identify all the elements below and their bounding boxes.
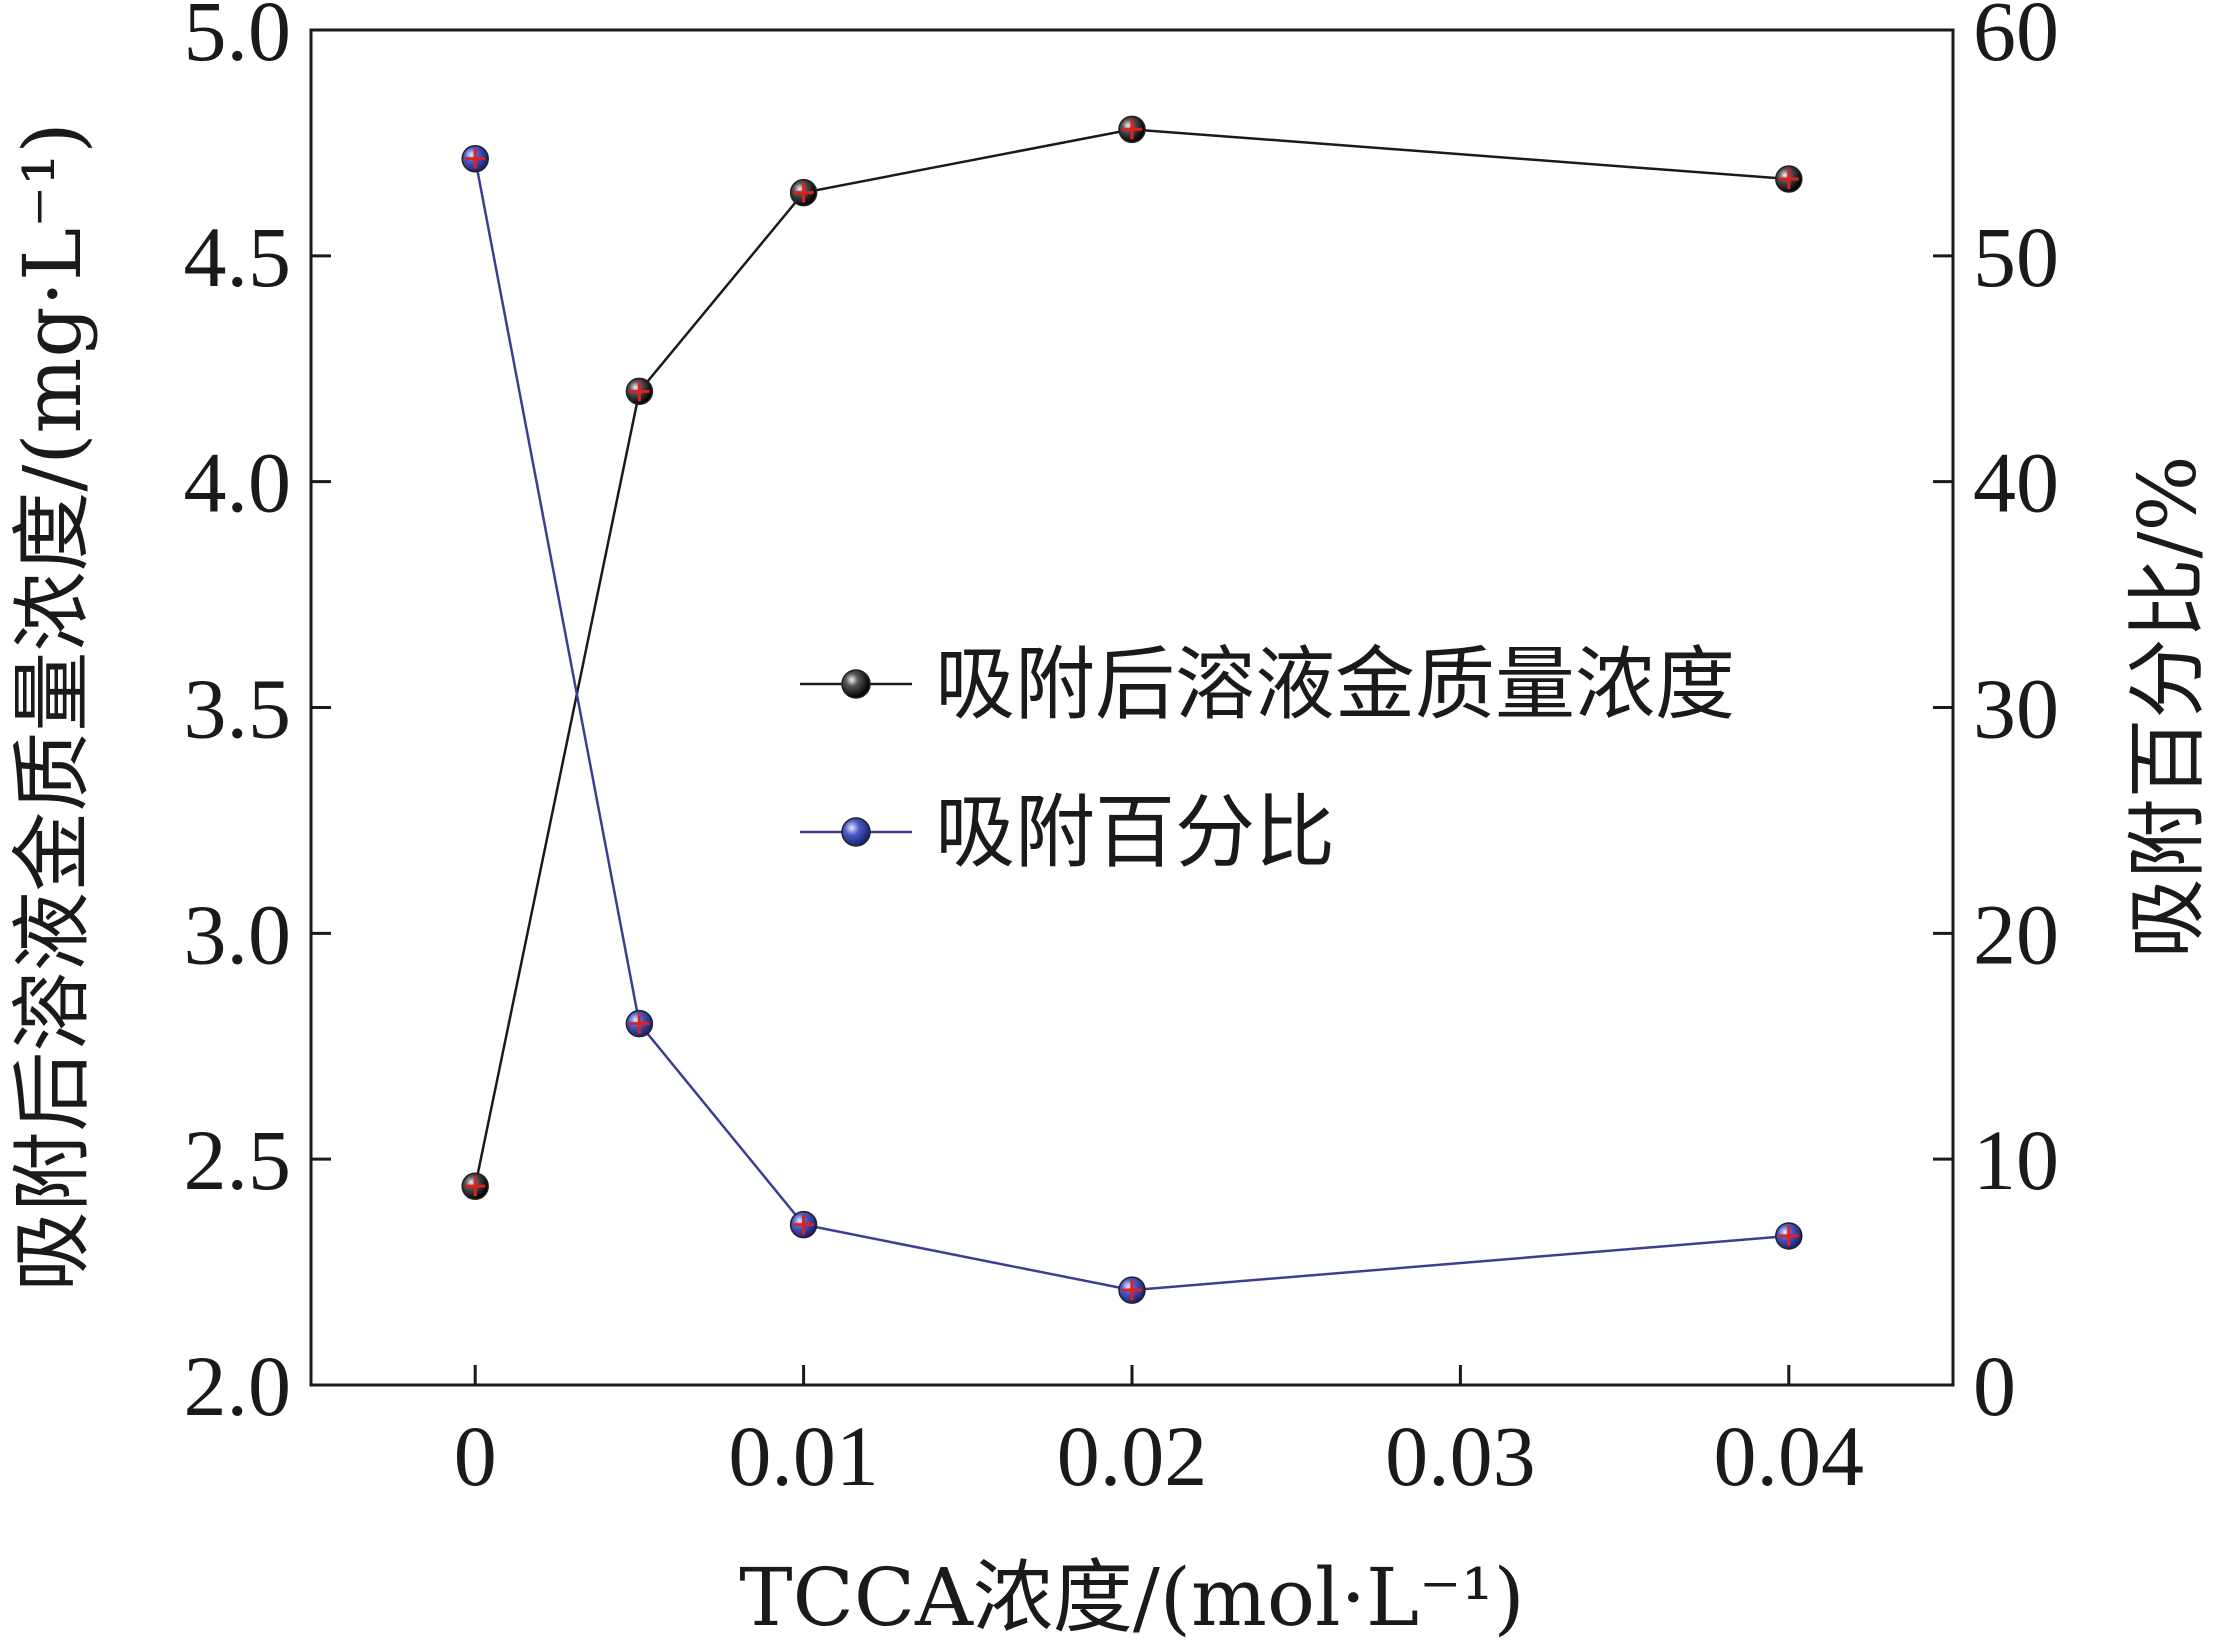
series-2-point bbox=[1118, 1276, 1146, 1304]
series-2-point bbox=[1775, 1222, 1803, 1250]
x-tick-label: 0.03 bbox=[1385, 1408, 1536, 1504]
series-1-point bbox=[1118, 115, 1146, 144]
y-right-tick-label: 20 bbox=[1973, 886, 2059, 982]
x-tick-label: 0.01 bbox=[728, 1408, 879, 1504]
legend-label-1: 吸附后溶液金质量浓度 bbox=[935, 638, 1735, 731]
y-right-tick-label: 50 bbox=[1973, 209, 2059, 305]
y-left-tick-label: 3.0 bbox=[184, 886, 292, 982]
y-right-axis-title: 吸附百分比/% bbox=[2121, 456, 2214, 959]
x-tick-label: 0 bbox=[454, 1408, 497, 1504]
x-axis-title: TCCA浓度/(mol·L⁻¹) bbox=[739, 1551, 1524, 1643]
x-tick-label: 0.02 bbox=[1057, 1408, 1208, 1504]
y-left-tick-label: 2.0 bbox=[184, 1338, 292, 1434]
legend-marker-1 bbox=[841, 669, 871, 699]
y-left-axis-title: 吸附后溶液金质量浓度/(mg·L⁻¹) bbox=[6, 122, 99, 1291]
y-right-tick-label: 10 bbox=[1973, 1112, 2059, 1208]
series-2-point bbox=[461, 144, 489, 173]
series-2-point bbox=[625, 1009, 654, 1038]
series-1-point bbox=[625, 377, 654, 406]
y-left-tick-label: 3.5 bbox=[184, 661, 292, 757]
y-left-axis-ticks: 2.0 2.5 3.0 3.5 4.0 4.5 5.0 bbox=[184, 0, 331, 1434]
y-right-tick-label: 40 bbox=[1973, 435, 2059, 531]
y-left-tick-label: 4.5 bbox=[184, 209, 292, 305]
y-left-tick-label: 4.0 bbox=[184, 435, 292, 531]
y-left-tick-label: 2.5 bbox=[184, 1112, 292, 1208]
x-axis-ticks: 0 0.01 0.02 0.03 0.04 bbox=[454, 1365, 1864, 1504]
legend-marker-2 bbox=[841, 817, 871, 847]
series-2-point bbox=[789, 1210, 818, 1239]
y-right-tick-label: 60 bbox=[1973, 0, 2059, 79]
y-right-axis-ticks: 0 10 20 30 40 50 60 bbox=[1933, 0, 2059, 1434]
series-1-point bbox=[1775, 165, 1803, 193]
series-1-point bbox=[461, 1172, 489, 1201]
series-1-point bbox=[789, 178, 818, 207]
y-left-tick-label: 5.0 bbox=[184, 0, 292, 79]
y-right-tick-label: 30 bbox=[1973, 661, 2059, 757]
x-tick-label: 0.04 bbox=[1714, 1408, 1865, 1504]
y-right-tick-label: 0 bbox=[1973, 1338, 2016, 1434]
legend-label-2: 吸附百分比 bbox=[935, 786, 1335, 879]
series-layer bbox=[461, 115, 1803, 1304]
